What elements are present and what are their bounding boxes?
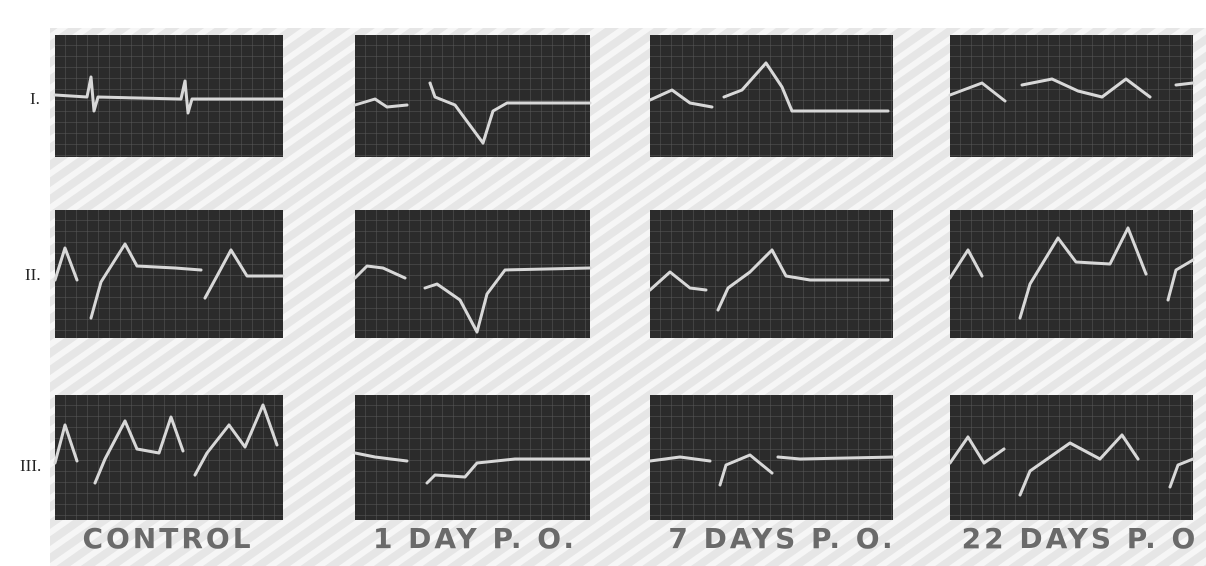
panel-grid xyxy=(355,210,590,338)
row-label: III. xyxy=(20,456,41,475)
ecg-trace xyxy=(53,75,285,115)
column-label: CONTROL xyxy=(82,522,253,555)
ecg-panel xyxy=(948,210,1195,338)
panel-grid xyxy=(355,35,590,157)
ecg-trace xyxy=(353,451,592,485)
panel-grid xyxy=(55,210,283,338)
labels: I. II. III. CONTROL 1 DAY P. O. 7 DAYS P… xyxy=(20,89,1199,555)
ecg-panel xyxy=(648,35,893,157)
row-label: II. xyxy=(25,265,41,284)
column-label: 1 DAY P. O. xyxy=(373,522,577,555)
ecg-panel xyxy=(948,395,1195,520)
column-label: 7 DAYS P. O. xyxy=(668,522,895,555)
panel-grid xyxy=(55,395,283,520)
ecg-trace xyxy=(948,77,1195,103)
ecg-panel xyxy=(53,395,283,520)
ecg-trace xyxy=(353,264,592,334)
ecg-panel xyxy=(948,35,1195,157)
panel-grid xyxy=(950,35,1193,157)
ecg-trace xyxy=(53,403,279,485)
panel-grid xyxy=(950,395,1193,520)
ecg-trace xyxy=(948,226,1195,320)
ecg-trace xyxy=(648,61,890,113)
ecg-panel xyxy=(648,210,893,338)
panels xyxy=(53,35,1195,520)
ecg-trace xyxy=(948,433,1195,497)
ecg-trace xyxy=(648,248,890,312)
column-label: 22 DAYS P. O xyxy=(962,522,1199,555)
ecg-panel xyxy=(648,395,895,520)
ecg-trace xyxy=(353,81,592,145)
ecg-trace xyxy=(648,453,895,487)
panel-grid xyxy=(950,210,1193,338)
ecg-panel xyxy=(353,395,592,520)
panel-grid xyxy=(55,35,283,157)
panel-grid xyxy=(650,35,893,157)
ecg-trace xyxy=(53,242,285,320)
ecg-panel xyxy=(353,35,592,157)
row-label: I. xyxy=(30,89,40,108)
ecg-panel xyxy=(53,210,285,338)
ecg-panel xyxy=(53,35,285,157)
ecg-panel xyxy=(353,210,592,338)
panel-grid xyxy=(650,210,893,338)
